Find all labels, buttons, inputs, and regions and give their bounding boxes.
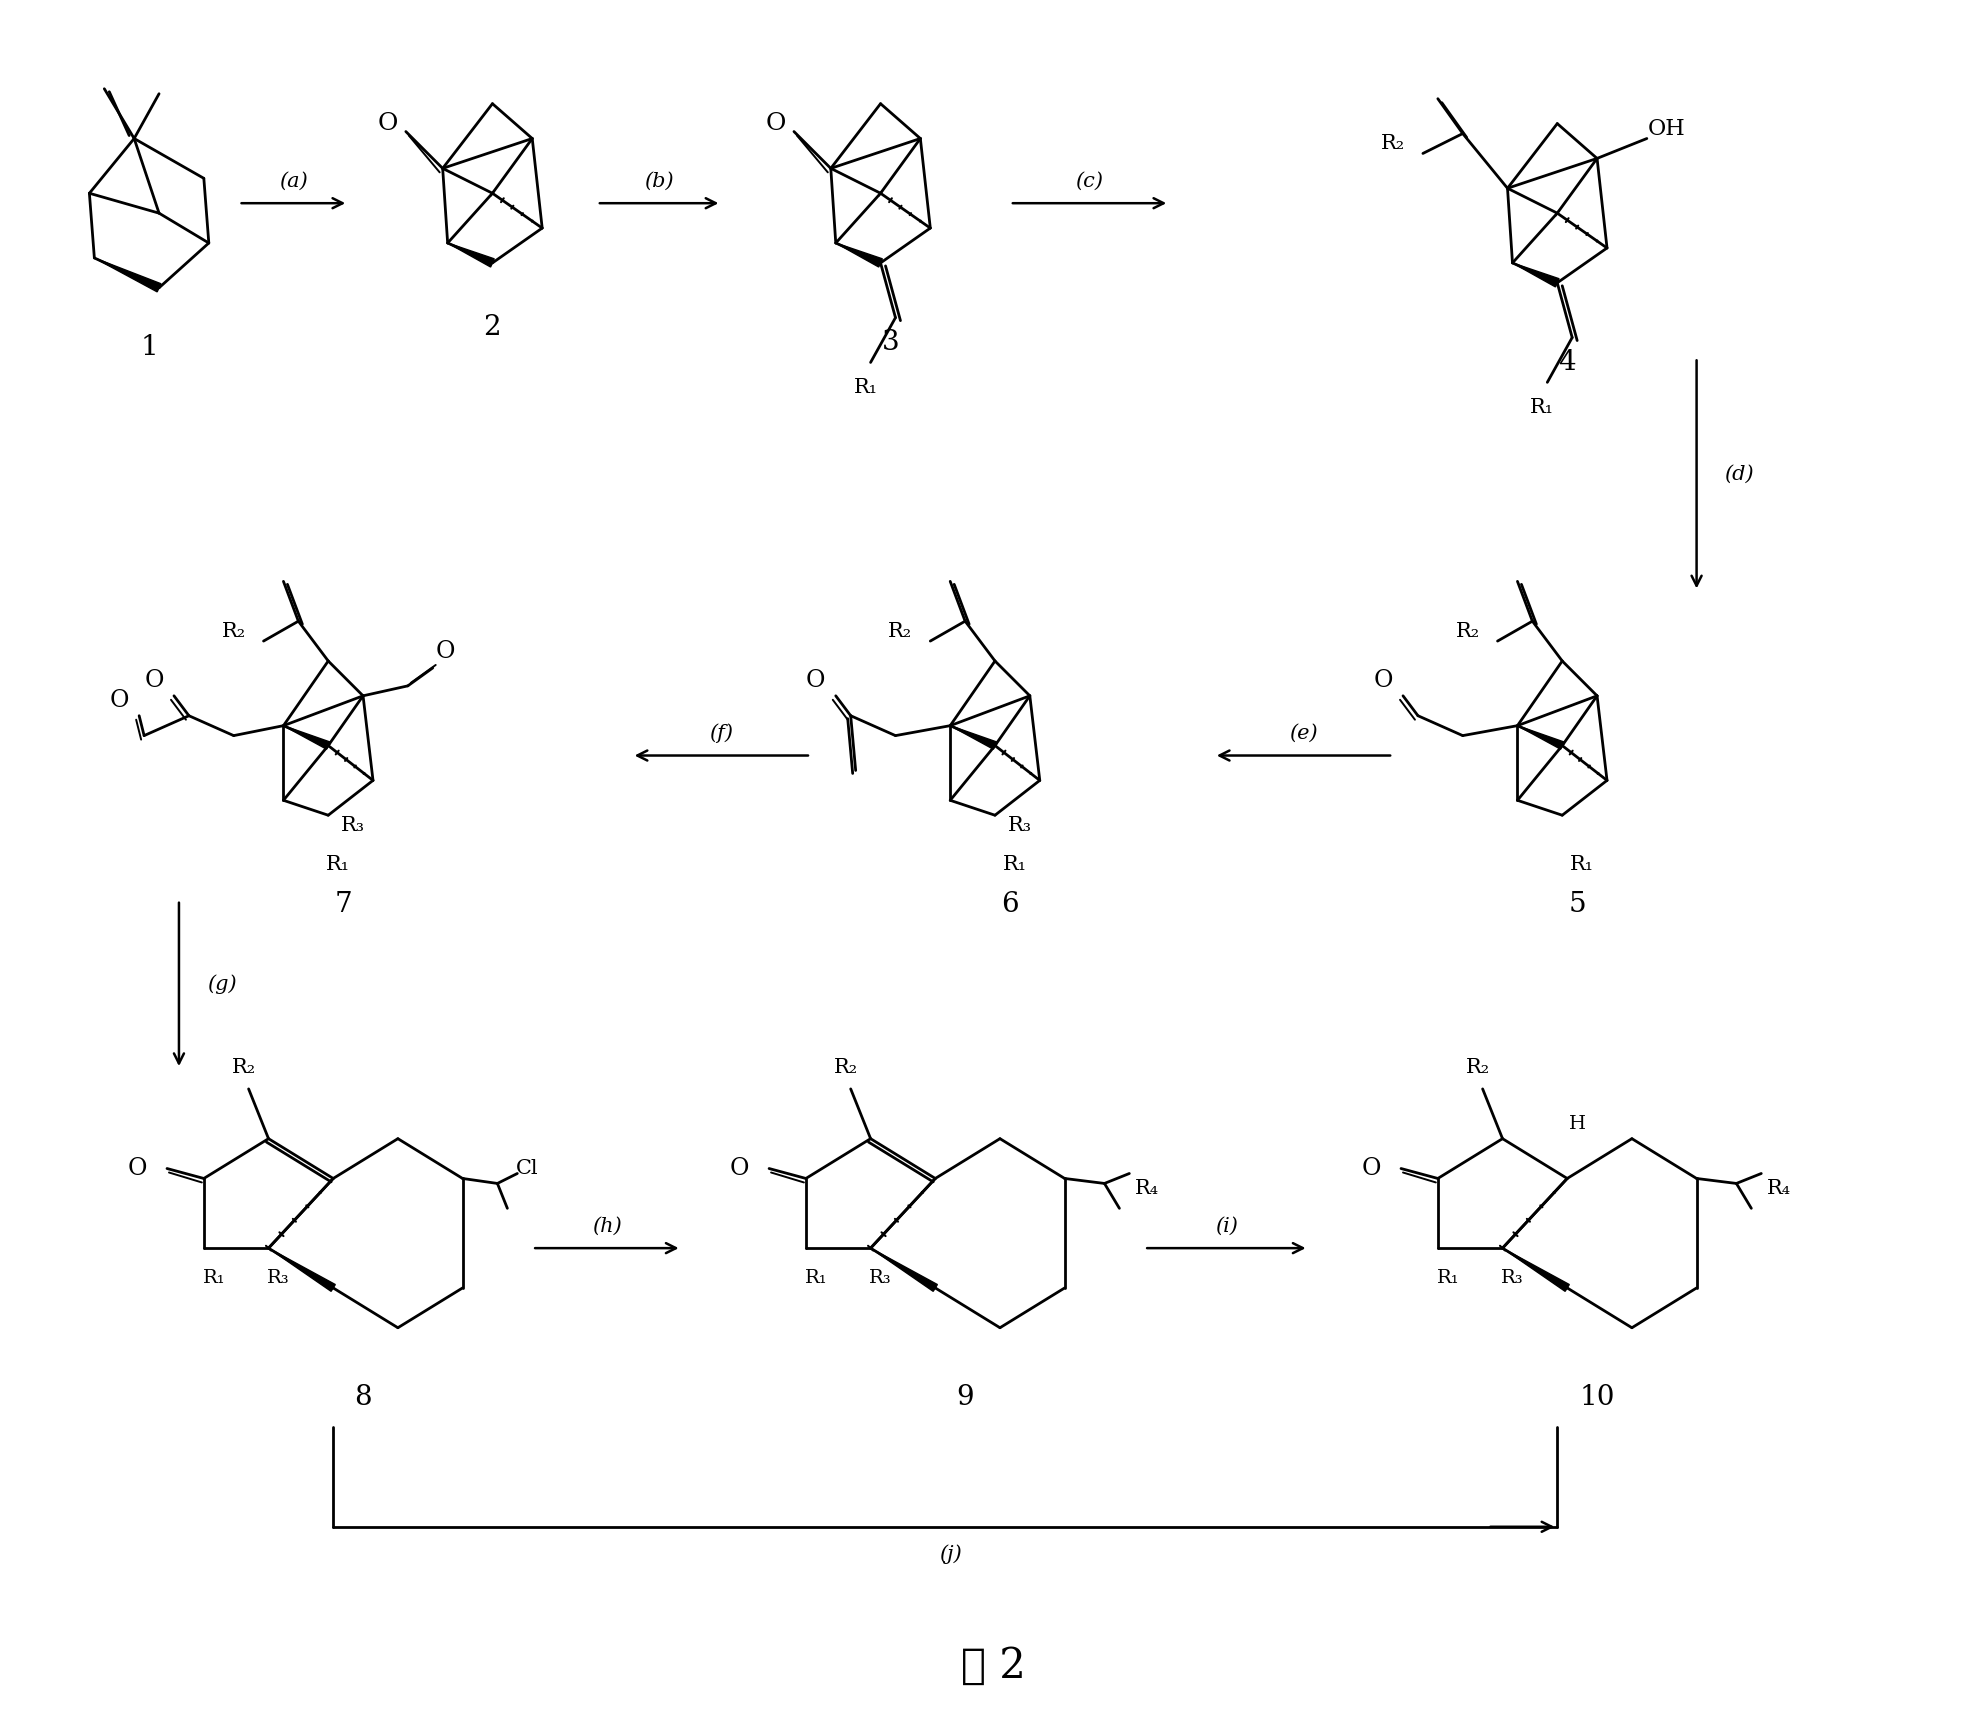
Text: (e): (e) (1290, 725, 1317, 744)
Text: R₂: R₂ (1466, 1058, 1490, 1077)
Text: R₁: R₁ (1437, 1269, 1458, 1288)
Text: Cl: Cl (517, 1160, 538, 1179)
Polygon shape (950, 725, 997, 749)
Text: (d): (d) (1725, 464, 1755, 483)
Text: 10: 10 (1580, 1384, 1615, 1410)
Text: R₁: R₁ (1530, 397, 1554, 416)
Text: O: O (729, 1156, 749, 1181)
Text: R₁: R₁ (805, 1269, 827, 1288)
Text: R₂: R₂ (835, 1058, 858, 1077)
Polygon shape (837, 243, 882, 268)
Text: (a): (a) (278, 173, 308, 192)
Text: 3: 3 (882, 330, 900, 356)
Text: 4: 4 (1558, 349, 1576, 376)
Polygon shape (1512, 262, 1560, 287)
Text: O: O (1373, 670, 1393, 692)
Text: R₄: R₄ (1135, 1179, 1158, 1198)
Text: R₂: R₂ (1381, 135, 1405, 154)
Text: (f): (f) (709, 723, 733, 744)
Text: 9: 9 (956, 1384, 974, 1410)
Text: R₂: R₂ (1456, 621, 1480, 640)
Polygon shape (1518, 725, 1564, 749)
Text: O: O (145, 670, 163, 692)
Text: 2: 2 (483, 314, 501, 342)
Polygon shape (1502, 1248, 1570, 1291)
Text: O: O (435, 640, 455, 663)
Text: 5: 5 (1568, 891, 1586, 918)
Text: 1: 1 (141, 335, 159, 361)
Polygon shape (268, 1248, 336, 1291)
Polygon shape (870, 1248, 938, 1291)
Text: R₃: R₃ (1500, 1269, 1524, 1288)
Text: (c): (c) (1075, 173, 1103, 192)
Text: R₄: R₄ (1766, 1179, 1790, 1198)
Text: (i): (i) (1214, 1217, 1238, 1236)
Text: (b): (b) (644, 173, 674, 192)
Text: R₂: R₂ (232, 1058, 256, 1077)
Text: H: H (1568, 1115, 1586, 1132)
Text: R₁: R₁ (326, 856, 350, 875)
Text: R₃: R₃ (266, 1269, 290, 1288)
Text: R₃: R₃ (342, 816, 366, 835)
Text: R₁: R₁ (1003, 856, 1027, 875)
Text: R₃: R₃ (1007, 816, 1031, 835)
Polygon shape (447, 243, 495, 268)
Text: O: O (109, 689, 129, 713)
Text: R₃: R₃ (868, 1269, 892, 1288)
Text: OH: OH (1647, 117, 1685, 140)
Text: 6: 6 (1001, 891, 1019, 918)
Polygon shape (284, 725, 330, 749)
Text: R₁: R₁ (203, 1269, 225, 1288)
Text: R₁: R₁ (1570, 856, 1594, 875)
Text: O: O (1361, 1156, 1381, 1181)
Text: (g): (g) (207, 975, 236, 994)
Text: R₁: R₁ (854, 378, 878, 397)
Text: O: O (127, 1156, 147, 1181)
Text: (j): (j) (938, 1545, 962, 1564)
Text: 7: 7 (334, 891, 352, 918)
Text: R₂: R₂ (223, 621, 246, 640)
Polygon shape (93, 257, 161, 292)
Text: O: O (765, 112, 787, 135)
Text: (h): (h) (592, 1217, 622, 1236)
Text: O: O (378, 112, 397, 135)
Text: R₂: R₂ (888, 621, 912, 640)
Text: 图 2: 图 2 (960, 1645, 1025, 1686)
Text: 8: 8 (354, 1384, 372, 1410)
Text: O: O (807, 670, 827, 692)
